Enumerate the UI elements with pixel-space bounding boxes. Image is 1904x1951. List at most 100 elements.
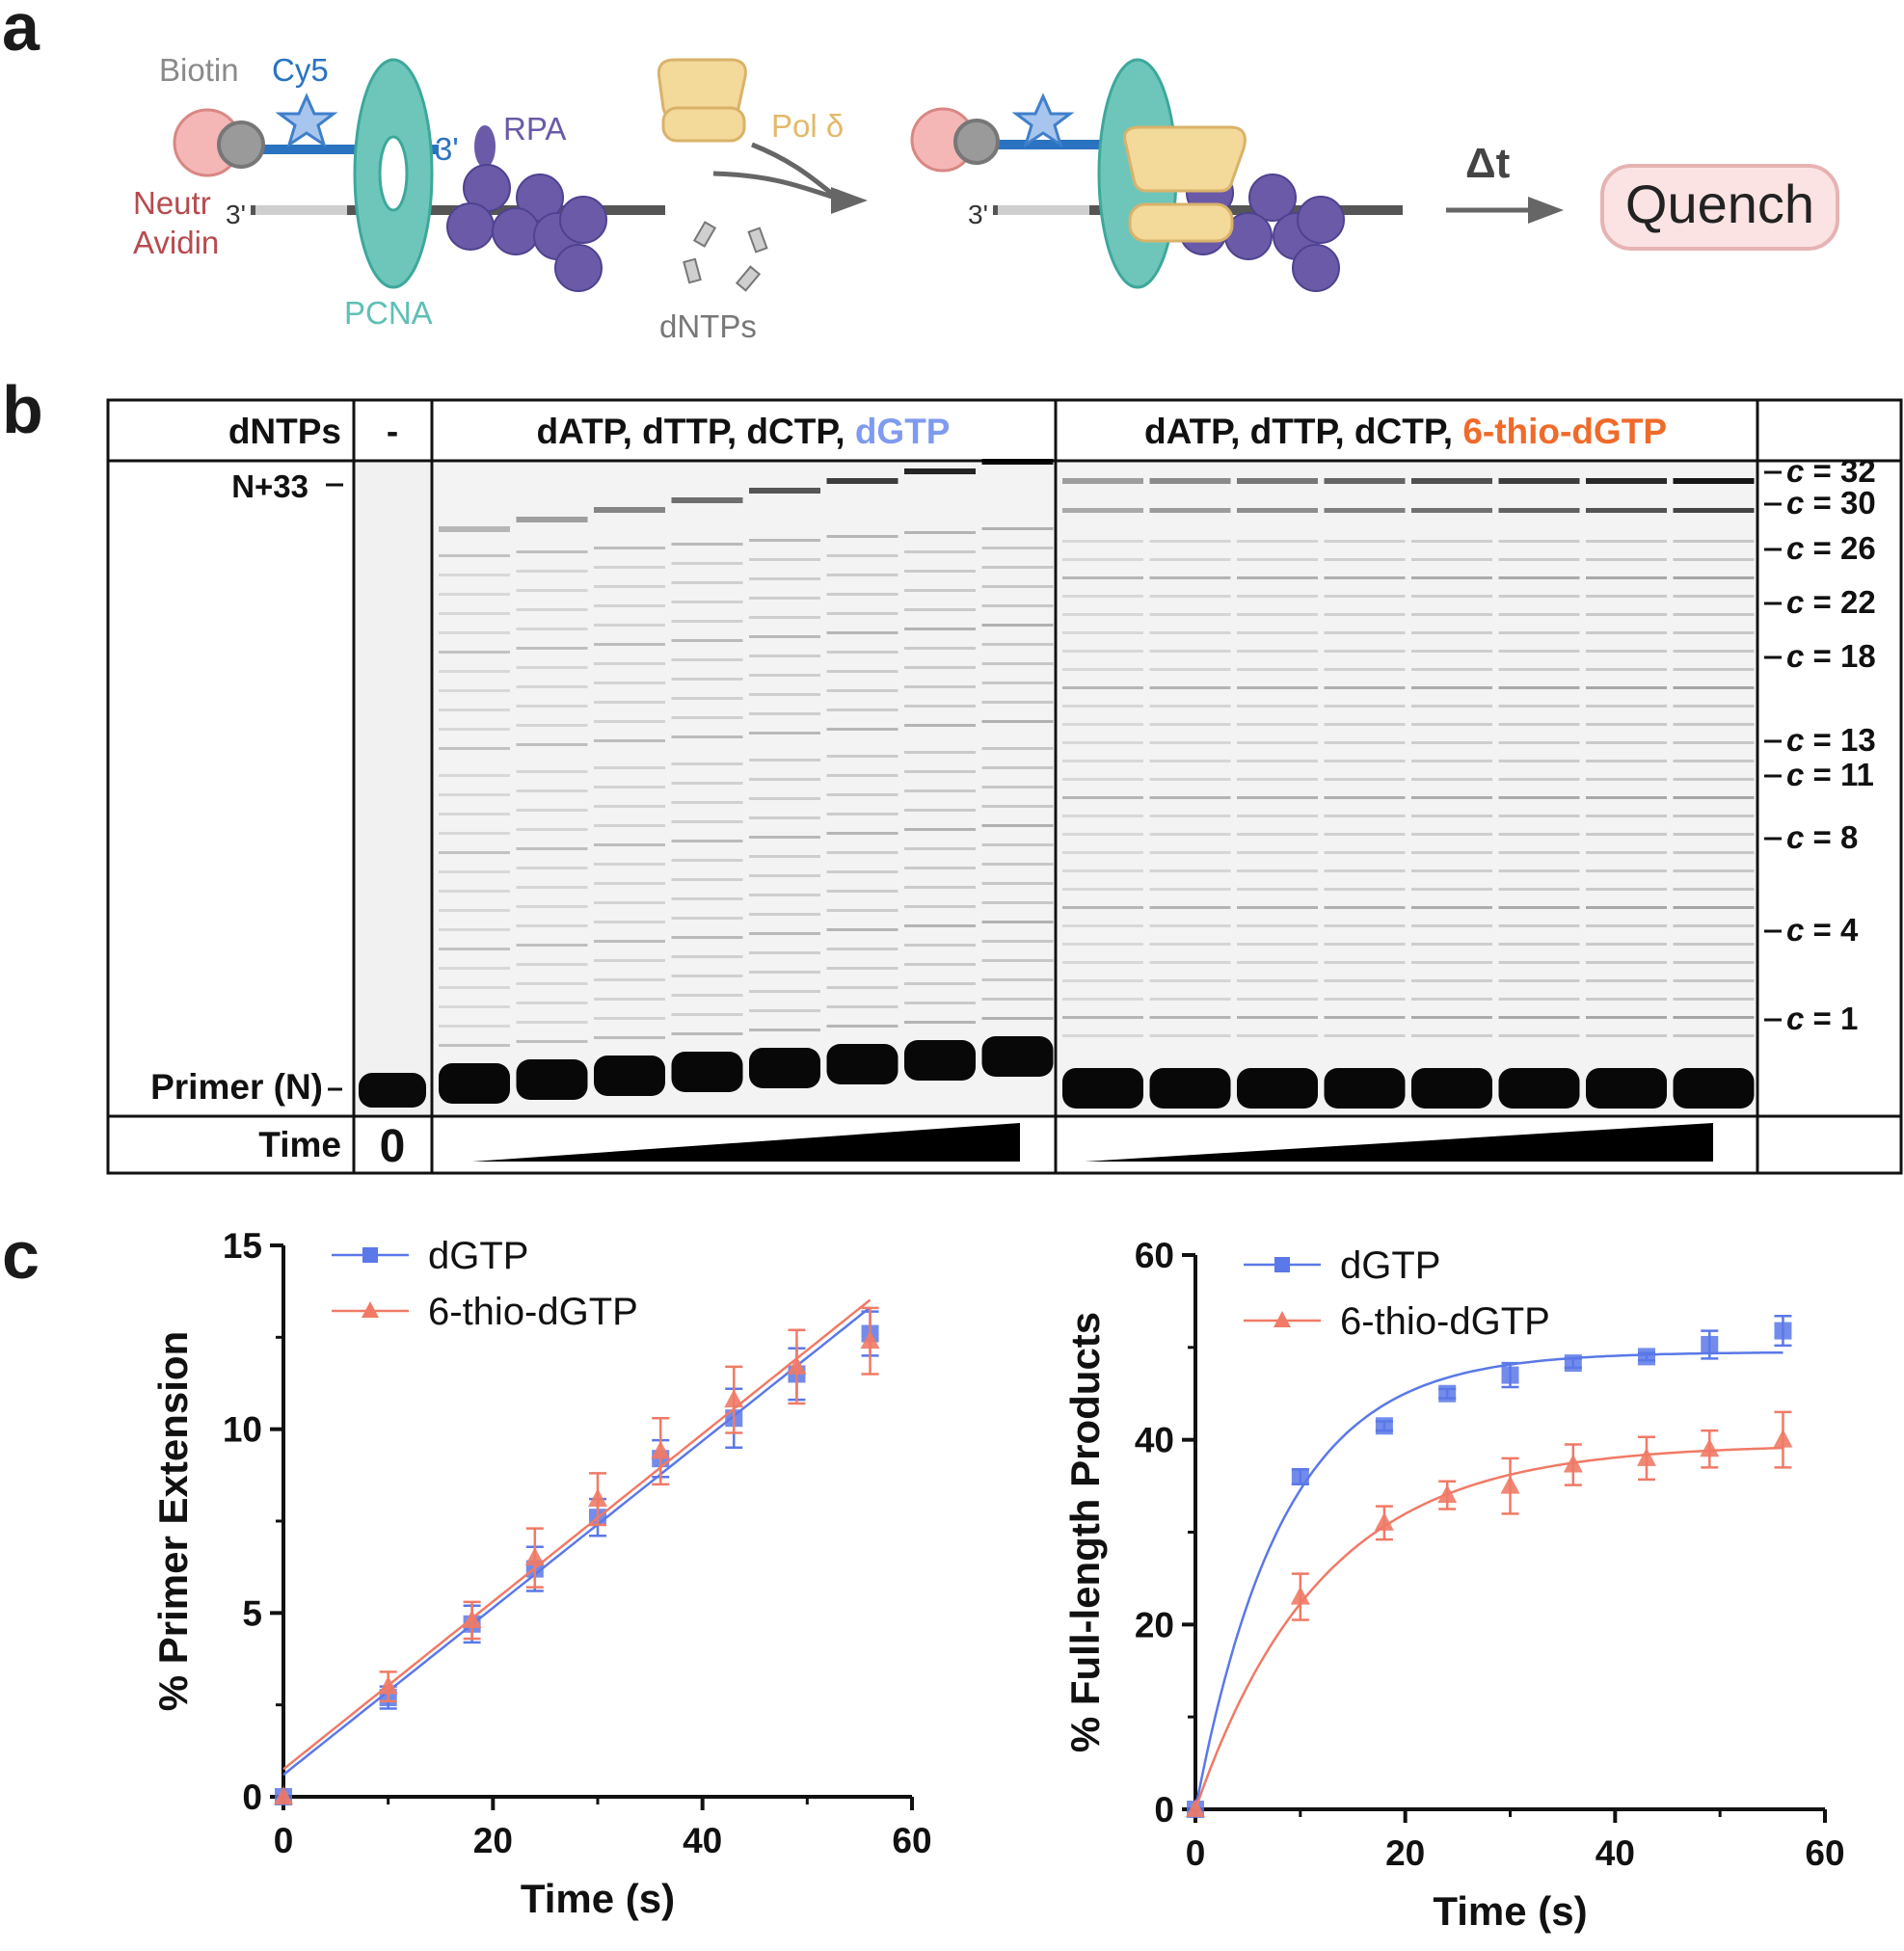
ladder-band — [1586, 650, 1667, 653]
gel-label-n33: N+33 — [231, 468, 308, 504]
y-tick-label: 60 — [1135, 1236, 1174, 1275]
band-c30-thio — [1062, 508, 1143, 513]
ladder-band — [671, 601, 743, 603]
full-length-band-thio — [1411, 478, 1492, 484]
ladder-band — [1149, 558, 1231, 561]
pol-delta-icon — [657, 58, 747, 143]
ladder-band — [516, 1040, 588, 1043]
ladder-band — [981, 901, 1054, 904]
ladder-band — [1673, 906, 1755, 909]
ladder-band — [1411, 943, 1492, 946]
ladder-band — [904, 828, 976, 831]
ladder-band — [671, 639, 743, 642]
ladder-band — [1062, 888, 1143, 891]
ladder-band — [981, 643, 1054, 646]
gel-header-thio-highlight: 6-thio-dGTP — [1462, 412, 1667, 451]
ladder-band — [826, 793, 898, 796]
ladder-band — [749, 759, 820, 762]
ladder-band — [1324, 924, 1406, 927]
ladder-band — [1586, 540, 1667, 543]
ladder-band — [1498, 998, 1580, 1001]
ladder-band — [1149, 979, 1231, 982]
ladder-band — [1062, 796, 1143, 799]
ladder-band — [594, 624, 665, 627]
ladder-band — [1411, 576, 1492, 579]
rpa-tail — [474, 125, 496, 168]
x-tick-label: 60 — [1805, 1833, 1844, 1873]
ladder-band — [1149, 906, 1231, 909]
x-axis-label: Time (s) — [521, 1876, 675, 1921]
series-dgtp: dGTP — [1187, 1244, 1792, 1818]
data-point — [524, 1547, 545, 1566]
ladder-band — [981, 1017, 1054, 1020]
ladder-band — [981, 882, 1054, 885]
ladder-band — [1237, 631, 1318, 634]
ladder-band — [826, 708, 898, 711]
primer-band-thio — [1237, 1068, 1318, 1109]
ladder-band — [749, 674, 820, 677]
ladder-band — [749, 635, 820, 638]
ladder-band — [749, 797, 820, 800]
ladder-band — [1324, 979, 1406, 982]
ladder-band — [1149, 540, 1231, 543]
ladder-band — [1062, 943, 1143, 946]
ladder-band — [826, 870, 898, 873]
ladder-band — [981, 786, 1054, 788]
gel-header-thio: dATP, dTTP, dCTP, 6-thio-dGTP — [1144, 412, 1667, 451]
primer-band-thio — [1149, 1068, 1231, 1109]
ladder-band — [1586, 851, 1667, 854]
legend-marker — [362, 1301, 379, 1318]
ladder-band — [1411, 888, 1492, 891]
ladder-band — [516, 809, 588, 812]
neutravidin-label-line1: Neutr — [133, 185, 211, 221]
ladder-band — [1237, 815, 1318, 817]
ladder-band — [439, 1025, 510, 1028]
ladder-band — [1324, 1016, 1406, 1019]
gel-time-label: Time — [258, 1125, 341, 1164]
ladder-band — [1324, 796, 1406, 799]
ladder-band — [749, 913, 820, 916]
ladder-band — [594, 585, 665, 588]
c-label: c = 26 — [1786, 530, 1876, 566]
panel-letter-a: a — [2, 0, 40, 65]
ladder-band — [594, 604, 665, 607]
ladder-band — [826, 728, 898, 731]
ladder-band — [516, 770, 588, 773]
ladder-band — [671, 762, 743, 765]
ladder-band — [1237, 851, 1318, 854]
ladder-band — [904, 570, 976, 573]
ladder-band — [1673, 961, 1755, 964]
ladder-band — [671, 917, 743, 920]
ladder-band — [826, 631, 898, 634]
ladder-band — [1237, 869, 1318, 872]
ladder-band — [1237, 961, 1318, 964]
ladder-band — [749, 816, 820, 819]
ladder-band — [826, 851, 898, 854]
ladder-band — [516, 963, 588, 966]
ladder-band — [981, 547, 1054, 549]
ladder-band — [1237, 686, 1318, 689]
quench-box — [1600, 164, 1839, 251]
fit-line — [1193, 1446, 1783, 1810]
ladder-band — [1411, 851, 1492, 854]
ladder-band — [904, 666, 976, 669]
primer-band-thio — [1062, 1068, 1143, 1109]
template-3prime-label: 3' — [226, 200, 246, 229]
ladder-band — [1411, 961, 1492, 964]
full-length-band-dgtp — [439, 526, 510, 532]
ladder-band — [1062, 558, 1143, 561]
reaction-arrow-line — [712, 171, 840, 201]
band-c30-thio — [1498, 508, 1580, 513]
ladder-band — [1237, 705, 1318, 708]
ladder-band — [749, 539, 820, 542]
ladder-band — [981, 720, 1054, 723]
primer-band-thio — [1411, 1068, 1492, 1109]
ladder-band — [671, 735, 743, 738]
ladder-band — [1673, 668, 1755, 671]
ladder-band — [981, 843, 1054, 846]
ladder-band — [1324, 595, 1406, 598]
ladder-band — [1673, 998, 1755, 1001]
series-6-thio-dgtp: 6-thio-dGTP — [1186, 1300, 1793, 1817]
ladder-band — [1149, 1016, 1231, 1019]
ladder-band — [1586, 869, 1667, 872]
